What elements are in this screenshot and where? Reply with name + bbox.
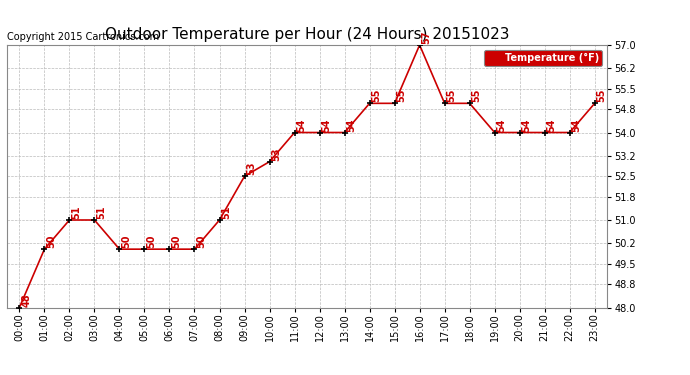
Text: 51: 51 <box>97 206 106 219</box>
Text: 50: 50 <box>146 235 157 248</box>
Text: 50: 50 <box>46 235 57 248</box>
Text: 50: 50 <box>172 235 181 248</box>
Text: 54: 54 <box>546 118 557 132</box>
Text: 50: 50 <box>121 235 132 248</box>
Text: 51: 51 <box>221 206 232 219</box>
Text: 54: 54 <box>572 118 582 132</box>
Text: 55: 55 <box>472 89 482 102</box>
Text: 53: 53 <box>272 147 282 161</box>
Text: 54: 54 <box>322 118 332 132</box>
Text: 54: 54 <box>346 118 357 132</box>
Text: 54: 54 <box>497 118 506 132</box>
Text: 55: 55 <box>597 89 607 102</box>
Text: 53: 53 <box>246 162 257 176</box>
Legend: Temperature (°F): Temperature (°F) <box>484 50 602 66</box>
Text: 55: 55 <box>372 89 382 102</box>
Text: 55: 55 <box>397 89 406 102</box>
Text: 54: 54 <box>522 118 532 132</box>
Text: 50: 50 <box>197 235 206 248</box>
Text: 54: 54 <box>297 118 306 132</box>
Text: 55: 55 <box>446 89 457 102</box>
Text: 48: 48 <box>21 293 32 307</box>
Title: Outdoor Temperature per Hour (24 Hours) 20151023: Outdoor Temperature per Hour (24 Hours) … <box>105 27 509 42</box>
Text: Copyright 2015 Cartronics.com: Copyright 2015 Cartronics.com <box>7 32 159 42</box>
Text: 57: 57 <box>422 31 432 44</box>
Text: 51: 51 <box>72 206 81 219</box>
